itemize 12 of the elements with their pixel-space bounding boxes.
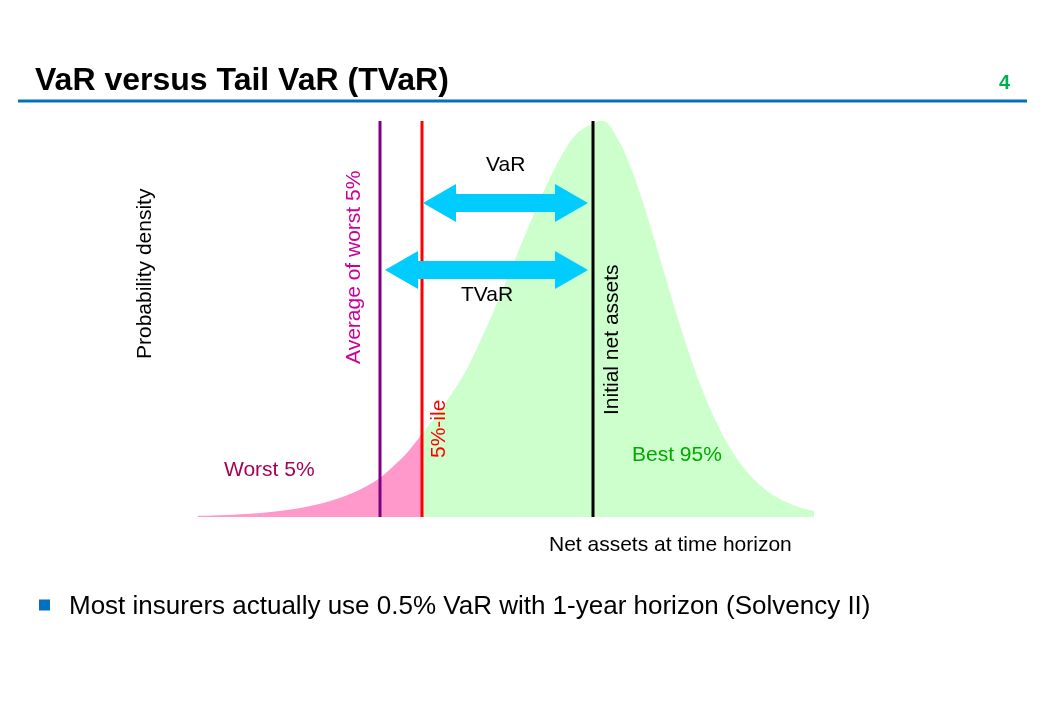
text: Most insurers actually use 0.5% VaR with 1-year horizon (Solvency II) (69, 590, 871, 620)
series-label: Worst 5% (224, 457, 315, 480)
x-axis-title: Net assets at time horizon (549, 532, 792, 555)
annotation: Average of worst 5% (341, 170, 364, 364)
annotation: Initial net assets (599, 264, 622, 415)
text: 4 (999, 71, 1011, 93)
chart-title: VaR versus Tail VaR (TVaR) (35, 61, 449, 98)
series-label: Best 95% (632, 442, 722, 465)
annotation: TVaR (461, 282, 514, 305)
y-axis-title: Probability density (132, 188, 155, 359)
annotation: VaR (486, 152, 526, 175)
annotation: 5%-ile (426, 399, 449, 458)
